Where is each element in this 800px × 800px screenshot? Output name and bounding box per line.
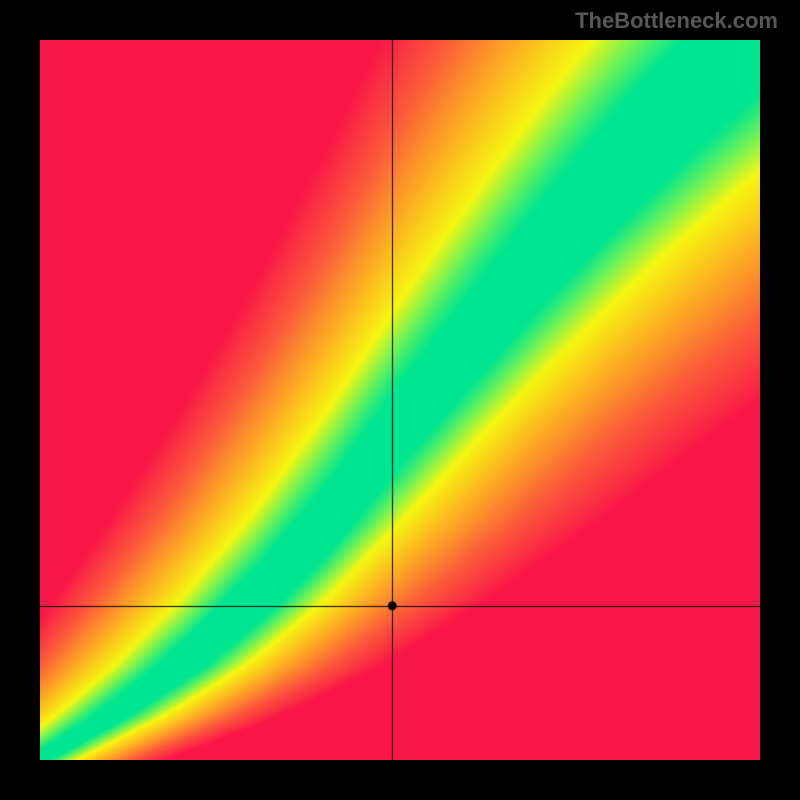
heatmap-canvas <box>40 40 760 760</box>
chart-container: TheBottleneck.com <box>0 0 800 800</box>
watermark-text: TheBottleneck.com <box>575 8 778 34</box>
